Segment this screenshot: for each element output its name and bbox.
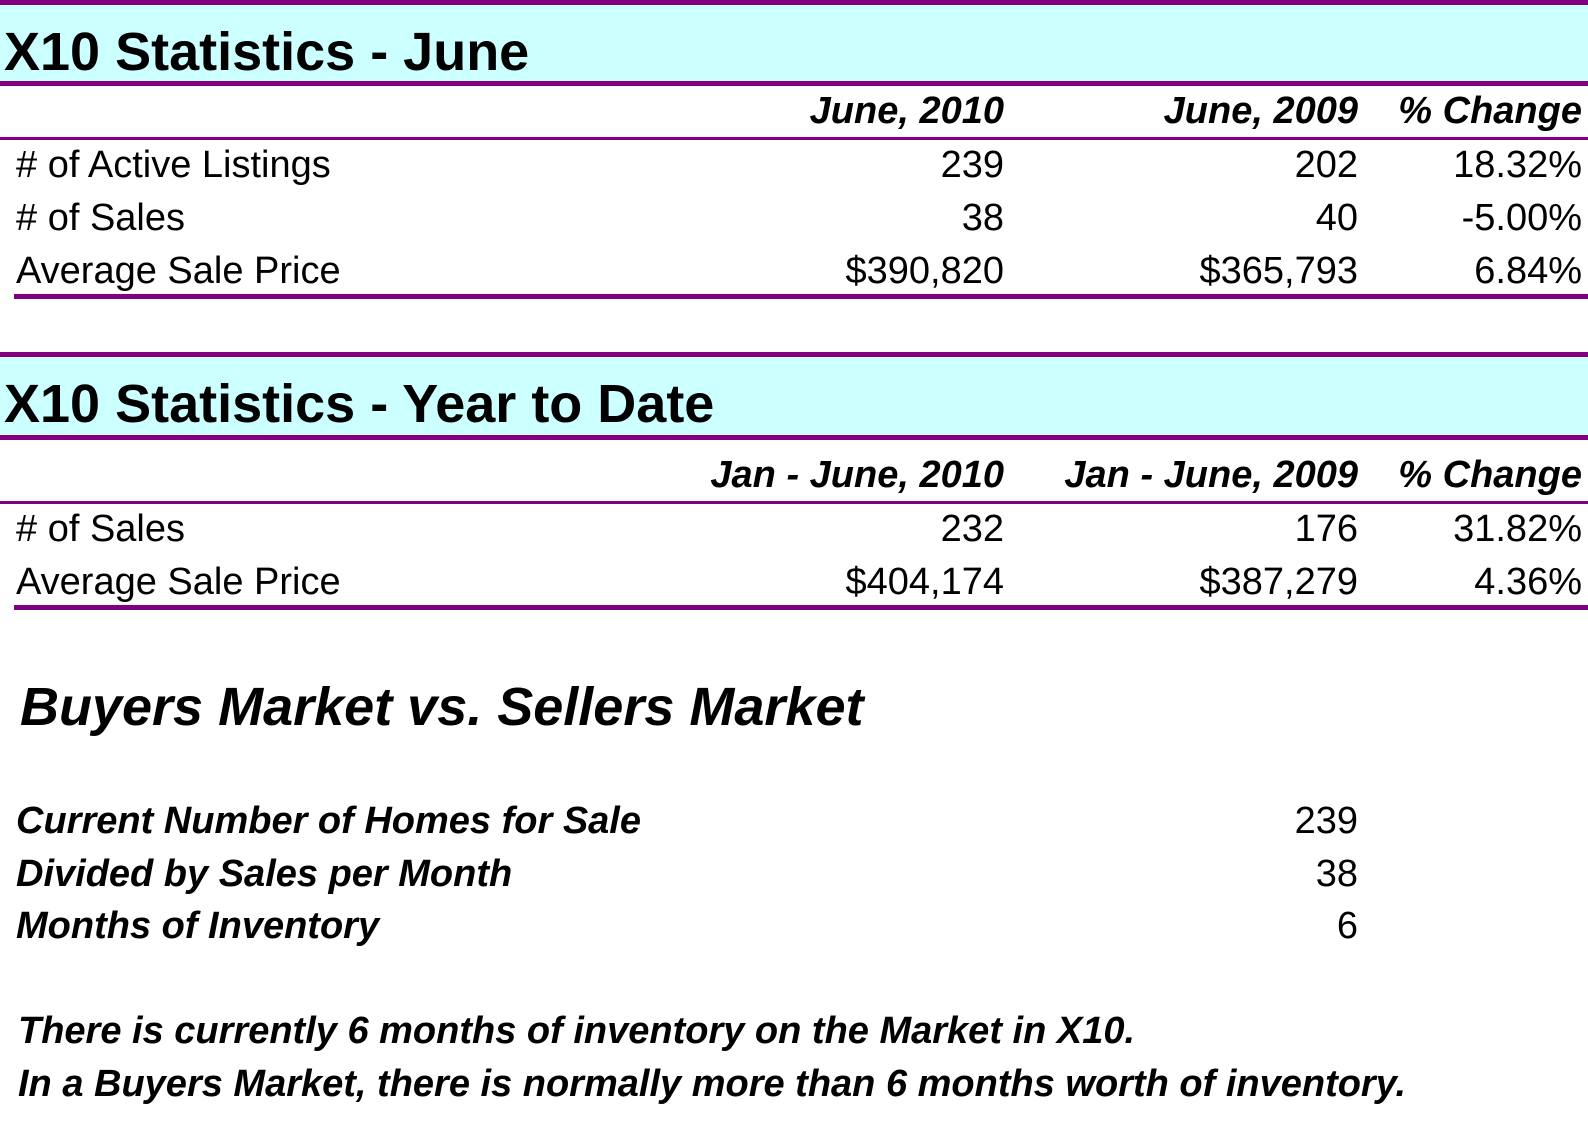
row-label: Average Sale Price: [16, 250, 341, 292]
row-change: 6.84%: [1474, 250, 1582, 292]
ytd-header-row: Jan - June, 2010 Jan - June, 2009 % Chan…: [0, 452, 1588, 504]
row-current: $404,174: [845, 561, 1005, 603]
market-row-label: Months of Inventory: [16, 905, 380, 947]
market-row-value: 38: [1315, 853, 1358, 895]
row-previous: $365,793: [1199, 250, 1359, 292]
market-row-sales-per-month: Divided by Sales per Month 38: [0, 853, 1588, 905]
ytd-header-current: Jan - June, 2010: [710, 454, 1004, 496]
row-current: 232: [940, 508, 1004, 550]
market-title: Buyers Market vs. Sellers Market: [20, 677, 864, 737]
monthly-bottom-rule: [14, 294, 1588, 299]
monthly-title: X10 Statistics - June: [4, 22, 530, 82]
row-previous: 40: [1315, 197, 1358, 239]
market-row-label: Divided by Sales per Month: [16, 853, 513, 895]
row-previous: 176: [1294, 508, 1358, 550]
market-row-label: Current Number of Homes for Sale: [16, 800, 641, 842]
market-row-value: 239: [1294, 800, 1358, 842]
monthly-header-change: % Change: [1398, 90, 1582, 132]
ytd-title: X10 Statistics - Year to Date: [4, 374, 715, 434]
row-label: # of Sales: [16, 508, 185, 550]
market-note-2: In a Buyers Market, there is normally mo…: [18, 1063, 1407, 1105]
monthly-row-average-price: Average Sale Price $390,820 $365,793 6.8…: [0, 246, 1588, 298]
ytd-row-average-price: Average Sale Price $404,174 $387,279 4.3…: [0, 557, 1588, 609]
row-current: 239: [940, 144, 1004, 186]
monthly-header-current: June, 2010: [809, 90, 1004, 132]
row-change: 4.36%: [1474, 561, 1582, 603]
row-previous: 202: [1294, 144, 1358, 186]
ytd-row-sales: # of Sales 232 176 31.82%: [0, 504, 1588, 556]
monthly-row-sales: # of Sales 38 40 -5.00%: [0, 193, 1588, 245]
row-previous: $387,279: [1199, 561, 1359, 603]
monthly-row-active-listings: # of Active Listings 239 202 18.32%: [0, 140, 1588, 192]
row-current: 38: [961, 197, 1004, 239]
monthly-header-row: June, 2010 June, 2009 % Change: [0, 88, 1588, 140]
row-label: # of Sales: [16, 197, 185, 239]
row-label: Average Sale Price: [16, 561, 341, 603]
row-label: # of Active Listings: [16, 144, 331, 186]
ytd-bottom-rule: [14, 605, 1588, 610]
row-change: -5.00%: [1461, 197, 1582, 239]
market-row-value: 6: [1336, 905, 1358, 947]
market-row-months-inventory: Months of Inventory 6: [0, 905, 1588, 957]
monthly-header-previous: June, 2009: [1163, 90, 1358, 132]
monthly-title-banner: X10 Statistics - June: [0, 0, 1588, 86]
market-row-homes-for-sale: Current Number of Homes for Sale 239: [0, 800, 1588, 852]
market-note-1: There is currently 6 months of inventory…: [18, 1010, 1136, 1052]
row-current: $390,820: [845, 250, 1005, 292]
row-change: 31.82%: [1453, 508, 1582, 550]
ytd-title-banner: X10 Statistics - Year to Date: [0, 352, 1588, 440]
row-change: 18.32%: [1453, 144, 1582, 186]
ytd-header-change: % Change: [1398, 454, 1582, 496]
ytd-header-previous: Jan - June, 2009: [1064, 454, 1358, 496]
